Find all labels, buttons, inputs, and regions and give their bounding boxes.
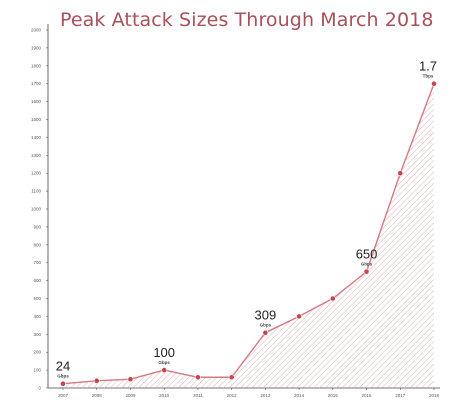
y-tick-label: 1900 [31,45,42,50]
y-tick-label: 400 [33,314,41,319]
annotation-unit: Gbps [260,323,272,328]
annotation-value: 24 [56,359,70,374]
x-tick-label: 2010 [159,393,170,398]
y-tick-label: 0 [38,386,41,391]
y-tick-label: 1000 [31,207,42,212]
data-point [93,377,100,384]
y-tick-label: 1200 [31,171,42,176]
x-tick-label: 2015 [328,393,339,398]
y-tick-label: 500 [33,296,41,301]
annotation-unit: Gbps [361,262,373,267]
y-tick-label: 1100 [31,189,41,194]
series-line [62,83,435,385]
chart-title: Peak Attack Sizes Through March 2018 [60,9,434,31]
annotation-unit: Gbps [57,374,69,379]
x-tick-label: 2008 [92,393,103,398]
data-point [296,313,302,320]
annotation-value: 309 [255,308,277,323]
data-point [127,376,134,383]
y-tick-label: 1600 [31,99,42,104]
annotation-value: 100 [153,345,175,360]
data-point [329,295,336,302]
data-point [397,170,404,177]
y-tick-label: 800 [33,242,41,247]
x-tick-label: 2012 [227,393,238,398]
annotation-unit: Gbps [158,360,170,365]
data-point [431,80,437,87]
y-tick-label: 100 [33,368,41,373]
data-point [363,268,370,275]
x-tick-label: 2011 [193,393,203,398]
y-tick-label: 600 [33,278,41,283]
x-tick-label: 2017 [395,393,406,398]
series-area [63,83,434,388]
annotation-value: 650 [356,247,378,262]
x-tick-label: 2014 [294,393,305,398]
y-tick-label: 1400 [31,135,42,140]
annotation-value: 1.7 [419,59,437,74]
x-tick-label: 2018 [429,393,440,398]
y-tick-label: 1300 [31,153,42,158]
y-tick-label: 1700 [31,81,42,86]
data-point [228,374,235,381]
data-point [262,329,269,336]
x-tick-label: 2007 [58,393,69,398]
data-point [60,380,66,387]
annotation-unit: Tbps [423,74,434,79]
y-tick-label: 300 [33,332,41,337]
data-point [195,374,201,381]
y-tick-label: 1500 [31,117,42,122]
x-tick-label: 2009 [125,393,136,398]
y-tick-label: 900 [33,224,41,229]
data-point [161,367,168,373]
x-tick-label: 2013 [260,393,271,398]
y-tick-label: 700 [33,260,41,265]
y-tick-label: 2000 [31,28,42,33]
y-tick-label: 1800 [31,63,42,68]
y-tick-label: 200 [33,350,41,355]
x-tick-label: 2016 [362,393,373,398]
